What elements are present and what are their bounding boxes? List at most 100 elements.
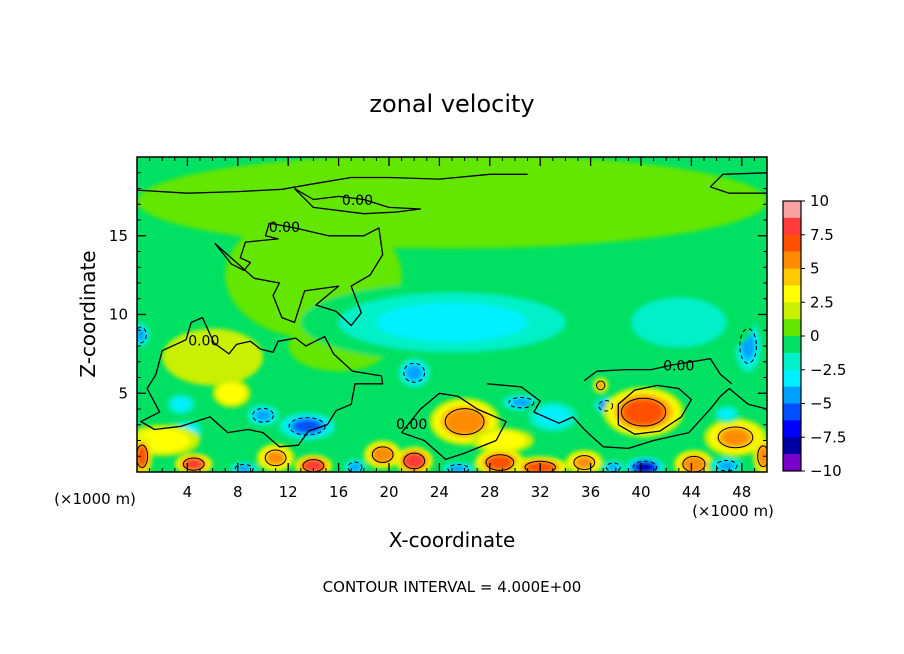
zero-contour-line bbox=[617, 384, 693, 435]
negative-contour bbox=[508, 397, 535, 409]
contour-label: 0.00 bbox=[269, 220, 300, 236]
field-regions bbox=[137, 157, 767, 472]
y-tick-label: 10 bbox=[109, 306, 128, 324]
field-region bbox=[138, 448, 146, 464]
field-region bbox=[143, 432, 182, 449]
field-region bbox=[628, 402, 659, 422]
x-tick-label: 40 bbox=[631, 483, 650, 501]
positive-contour bbox=[620, 397, 667, 427]
colorbar-swatch bbox=[783, 336, 801, 354]
colorbar-swatch bbox=[783, 217, 801, 236]
colorbar-swatch bbox=[783, 234, 801, 252]
zero-contour-line bbox=[487, 383, 767, 450]
positive-contour bbox=[596, 380, 606, 391]
y-tick-label: 5 bbox=[118, 384, 128, 402]
positive-contour bbox=[444, 408, 485, 436]
field-region bbox=[306, 461, 321, 470]
x-unit-left: (×1000 m) bbox=[54, 490, 136, 508]
positive-contour bbox=[524, 460, 556, 472]
contour-label: 0.00 bbox=[188, 333, 219, 349]
colorbar-swatch bbox=[783, 369, 801, 387]
x-axis-ticks: 4 8 12 16 20 24 28 32 36 40 44 48 bbox=[149, 157, 755, 501]
field-region bbox=[719, 409, 735, 419]
x-tick-label: 48 bbox=[732, 483, 751, 501]
colorbar: 10 7.5 5 2.5 0 −2.5 −5 −7.5 −10 bbox=[782, 192, 846, 480]
negative-contour bbox=[598, 400, 614, 412]
x-tick-label: 16 bbox=[329, 483, 348, 501]
positive-contour bbox=[485, 454, 515, 471]
zero-contour-line bbox=[710, 186, 767, 194]
contour-labels: 0.00 0.00 0.00 0.00 0.00 bbox=[188, 193, 694, 433]
field-region bbox=[490, 457, 510, 468]
field-region bbox=[181, 339, 245, 375]
colorbar-tick-label: −7.5 bbox=[810, 428, 846, 446]
colorbar-tick-label: 2.5 bbox=[810, 293, 834, 311]
positive-contour bbox=[371, 446, 394, 463]
zero-contours bbox=[137, 172, 767, 472]
positive-contour bbox=[717, 426, 754, 449]
field-region bbox=[407, 455, 421, 467]
positive-contour bbox=[137, 444, 149, 469]
colorbar-swatch bbox=[783, 437, 801, 455]
positive-contour bbox=[573, 455, 596, 470]
field-region bbox=[186, 459, 201, 469]
negative-contour bbox=[403, 362, 426, 383]
x-tick-label: 12 bbox=[279, 483, 298, 501]
colorbar-swatch bbox=[783, 403, 801, 421]
zero-contour-line bbox=[294, 187, 422, 215]
colorbar-tick-label: 10 bbox=[810, 192, 829, 210]
chart-title: zonal velocity bbox=[369, 90, 534, 118]
field-region bbox=[576, 457, 593, 469]
field-region bbox=[607, 463, 619, 471]
positive-contour bbox=[264, 449, 287, 467]
field-region bbox=[597, 381, 604, 389]
field-region bbox=[721, 429, 750, 446]
negative-contour bbox=[137, 326, 147, 344]
positive-contour bbox=[757, 445, 767, 468]
negative-contour bbox=[252, 407, 274, 423]
colorbar-tick-label: −2.5 bbox=[810, 361, 846, 379]
negative-contour bbox=[632, 460, 658, 472]
x-tick-label: 28 bbox=[480, 483, 499, 501]
field-region bbox=[293, 420, 321, 433]
zero-contour-line bbox=[137, 173, 528, 194]
negative-contour bbox=[347, 461, 363, 472]
zero-contour-line bbox=[140, 316, 384, 448]
field-region bbox=[637, 463, 653, 472]
plot-area: 0.00 0.00 0.00 0.00 0.00 bbox=[137, 157, 767, 472]
field-region bbox=[718, 461, 735, 470]
zero-contour-line bbox=[214, 222, 384, 327]
contour-interval-note: CONTOUR INTERVAL = 4.000E+00 bbox=[323, 578, 582, 596]
x-unit-right: (×1000 m) bbox=[692, 502, 774, 520]
field-region bbox=[254, 409, 272, 421]
y-axis-label: Z-coordinate bbox=[76, 250, 100, 377]
contour-label: 0.00 bbox=[342, 193, 373, 209]
field-region bbox=[405, 365, 423, 381]
field-region bbox=[486, 434, 519, 447]
colorbar-swatch bbox=[783, 386, 801, 404]
field-region bbox=[222, 386, 241, 401]
x-axis-label: X-coordinate bbox=[389, 528, 516, 552]
field-region bbox=[511, 398, 532, 407]
field-region bbox=[376, 302, 528, 343]
colorbar-swatch bbox=[783, 420, 801, 438]
field-region bbox=[172, 397, 190, 411]
colorbar-tick-label: 5 bbox=[810, 260, 820, 278]
negative-contour bbox=[288, 417, 326, 436]
velocity-field bbox=[137, 157, 767, 472]
x-tick-label: 24 bbox=[430, 483, 449, 501]
colorbar-swatch bbox=[783, 319, 801, 337]
negative-contour bbox=[234, 464, 254, 472]
colorbar-swatch bbox=[783, 302, 801, 320]
negative-contour bbox=[739, 328, 757, 364]
field-region bbox=[450, 465, 467, 472]
field-region bbox=[349, 463, 361, 472]
colorbar-swatch bbox=[783, 251, 801, 269]
negative-contour bbox=[447, 464, 470, 472]
field-region bbox=[137, 328, 146, 342]
x-tick-label: 44 bbox=[682, 483, 701, 501]
field-region bbox=[537, 407, 569, 427]
negative-contour bbox=[715, 460, 738, 472]
colorbar-tick-label: −5 bbox=[810, 395, 832, 413]
